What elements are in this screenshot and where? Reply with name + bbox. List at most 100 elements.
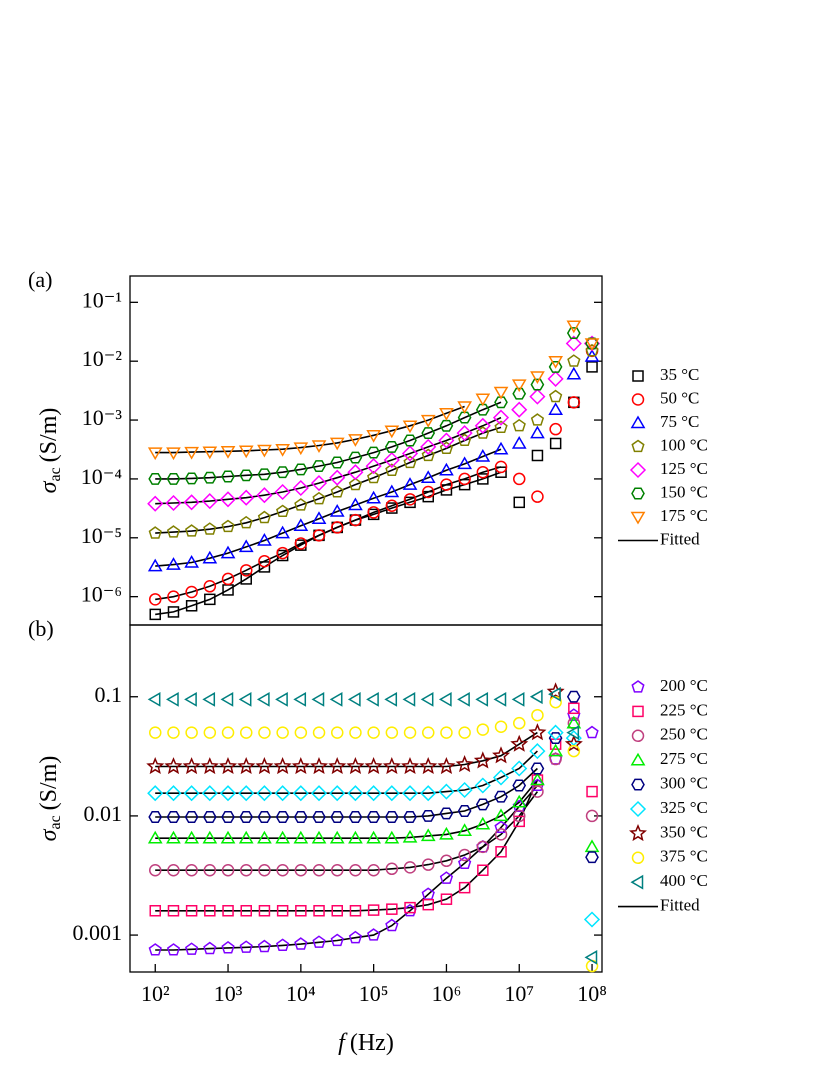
marker — [202, 471, 217, 484]
marker — [529, 388, 546, 405]
marker — [202, 811, 217, 823]
marker — [440, 726, 453, 739]
marker — [311, 440, 327, 454]
marker — [401, 785, 419, 802]
marker — [440, 893, 453, 905]
marker — [384, 691, 398, 707]
marker — [221, 726, 235, 739]
marker — [310, 757, 329, 775]
marker — [276, 905, 289, 917]
legend-label: 100 °C — [660, 435, 708, 454]
marker — [312, 529, 326, 542]
marker — [200, 757, 219, 775]
fit-line — [155, 426, 502, 534]
marker — [202, 446, 218, 460]
marker — [202, 550, 218, 564]
marker — [530, 371, 545, 385]
marker — [548, 686, 561, 702]
marker — [403, 861, 417, 874]
marker — [549, 752, 562, 766]
marker — [512, 472, 526, 486]
marker — [437, 757, 456, 775]
marker — [221, 572, 235, 586]
marker — [439, 462, 454, 476]
marker — [184, 554, 200, 568]
marker — [347, 464, 364, 481]
marker — [475, 403, 490, 416]
marker — [420, 828, 436, 842]
marker — [148, 811, 163, 823]
marker — [275, 443, 291, 457]
marker — [239, 564, 253, 577]
marker — [349, 513, 362, 527]
marker — [510, 734, 529, 752]
marker — [403, 434, 417, 447]
legend-label: 75 °C — [660, 412, 699, 431]
marker — [202, 691, 216, 707]
marker — [221, 811, 235, 823]
marker — [294, 863, 308, 877]
marker — [275, 466, 290, 479]
marker — [512, 418, 526, 432]
marker — [474, 777, 491, 794]
marker — [455, 755, 474, 773]
marker — [294, 937, 308, 950]
marker — [438, 691, 452, 707]
marker — [184, 811, 199, 823]
marker — [404, 901, 416, 914]
x-tick-label: 10⁴ — [286, 981, 316, 1006]
marker — [312, 935, 326, 948]
marker — [364, 757, 383, 775]
legend-marker — [632, 705, 644, 718]
marker — [256, 691, 270, 707]
marker — [531, 785, 544, 798]
marker — [201, 785, 218, 802]
marker — [220, 691, 234, 707]
legend-label: 325 °C — [660, 798, 708, 817]
marker — [367, 863, 380, 877]
marker — [166, 830, 181, 844]
marker — [531, 490, 544, 503]
legend-marker — [631, 680, 645, 693]
marker — [385, 862, 399, 876]
marker — [475, 691, 489, 707]
marker — [513, 815, 525, 828]
marker — [203, 726, 217, 739]
marker — [238, 489, 255, 506]
marker — [275, 691, 288, 707]
legend-marker — [632, 370, 644, 382]
marker — [148, 526, 162, 539]
marker — [292, 479, 309, 497]
marker — [256, 487, 273, 504]
marker — [568, 702, 580, 715]
marker — [439, 807, 454, 820]
legend-label: 125 °C — [660, 459, 708, 478]
marker — [330, 933, 344, 947]
marker — [473, 751, 492, 769]
marker — [549, 437, 562, 450]
marker — [475, 798, 490, 811]
plot-frame — [129, 275, 603, 626]
plot-frame — [129, 624, 603, 973]
marker — [421, 448, 435, 462]
marker — [493, 441, 509, 455]
marker — [494, 460, 508, 474]
marker — [239, 515, 253, 529]
marker — [330, 811, 345, 823]
marker — [293, 518, 309, 532]
legend-marker — [630, 511, 646, 525]
marker — [548, 743, 564, 757]
marker — [294, 726, 308, 739]
marker — [476, 840, 490, 854]
legend-label: 300 °C — [660, 774, 708, 793]
marker — [201, 493, 218, 510]
marker — [492, 769, 510, 786]
marker — [457, 691, 470, 707]
marker — [547, 724, 564, 741]
y-tick-label: 10⁻⁶ — [81, 582, 122, 607]
y-axis-label: σac (S/m) — [36, 756, 64, 842]
legend-marker — [631, 487, 645, 500]
y-label-subscript: ac — [47, 467, 64, 481]
marker — [292, 785, 309, 802]
marker — [348, 811, 363, 823]
